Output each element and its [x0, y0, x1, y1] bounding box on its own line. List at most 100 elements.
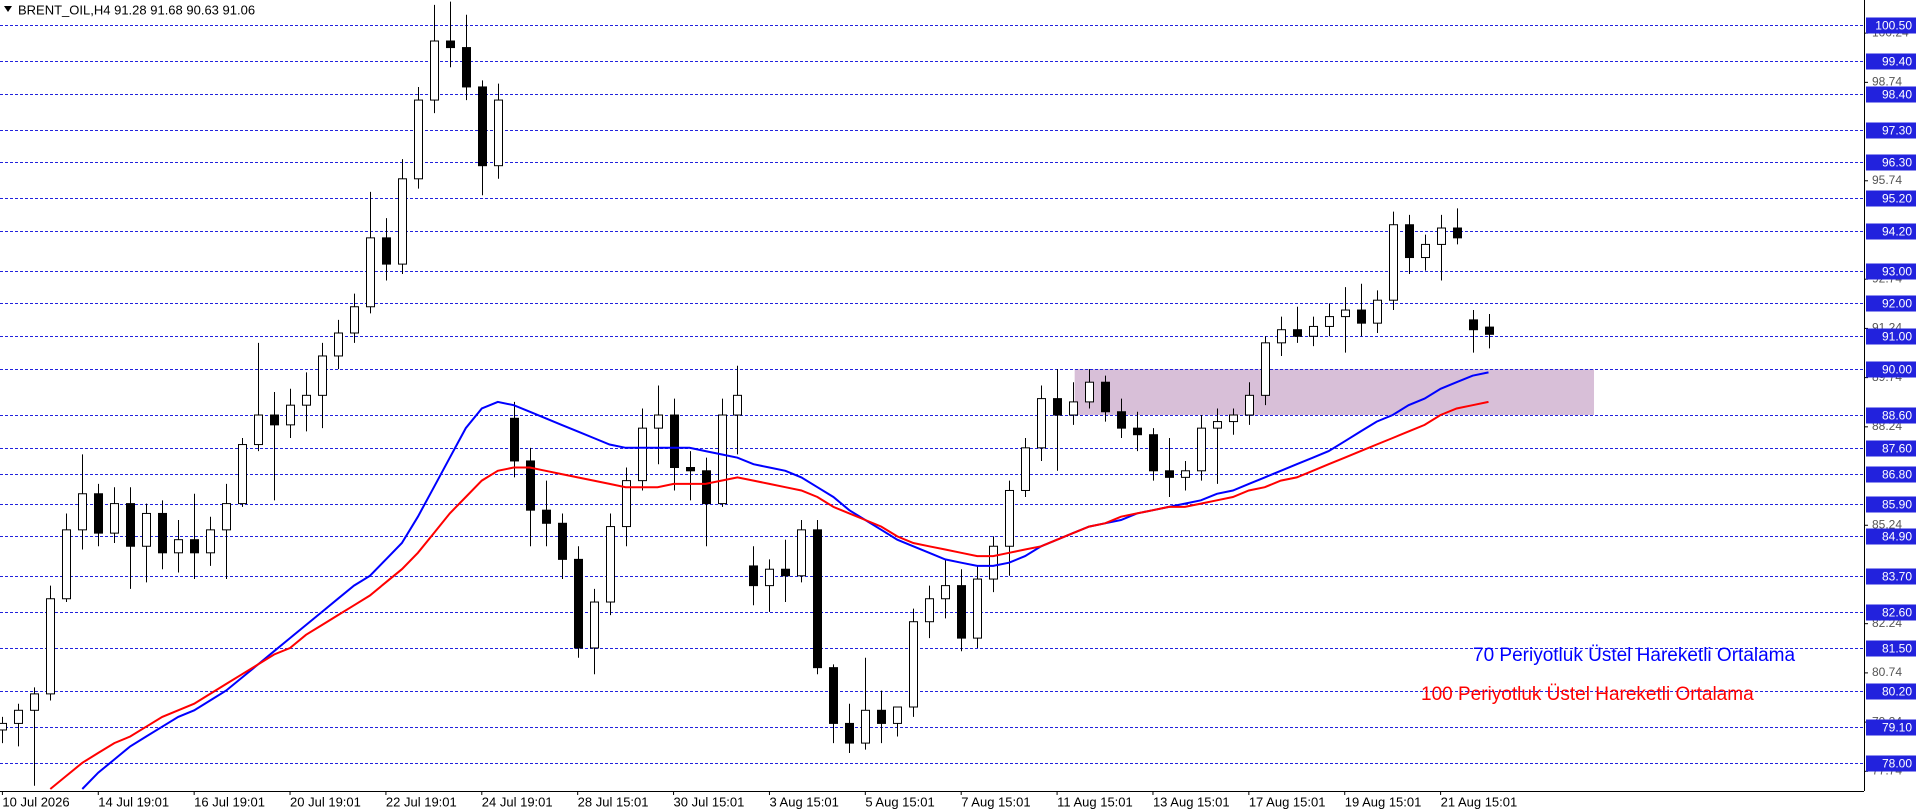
x-tick-label: 21 Aug 15:01	[1441, 794, 1518, 809]
x-tick-label: 7 Aug 15:01	[961, 794, 1030, 809]
candle-body	[190, 539, 199, 554]
candle-body	[238, 444, 247, 505]
candle-body	[254, 414, 263, 446]
candle-body	[558, 522, 567, 560]
candle-body	[1373, 299, 1382, 324]
candle-body	[126, 503, 135, 547]
candle-body	[1453, 227, 1462, 239]
candle-body	[654, 414, 663, 429]
level-label-box	[1866, 407, 1916, 424]
level-label-box	[1866, 328, 1916, 345]
level-label: 90.00	[1882, 363, 1912, 377]
candle-body	[174, 539, 183, 554]
candle-body	[542, 509, 551, 524]
candle-body	[398, 178, 407, 265]
candle-body	[733, 394, 742, 416]
ma-note: 70 Periyotluk Üstel Hareketli Ortalama	[1473, 645, 1795, 666]
x-tick-label: 3 Aug 15:01	[769, 794, 838, 809]
level-label-box	[1866, 17, 1916, 34]
level-label-box	[1866, 190, 1916, 207]
level-label: 97.30	[1882, 124, 1912, 138]
candle-body	[350, 306, 359, 334]
candle-body	[622, 480, 631, 528]
chart-title: BRENT_OIL,H4 91.28 91.68 90.63 91.06	[18, 2, 255, 17]
candle-body	[909, 621, 918, 708]
candle-body	[206, 529, 215, 554]
level-label-box	[1866, 719, 1916, 736]
candle-body	[1085, 381, 1094, 403]
x-tick-label: 30 Jul 15:01	[674, 794, 745, 809]
candle-body	[957, 585, 966, 639]
candle-body	[1149, 434, 1158, 472]
level-label-box	[1866, 223, 1916, 240]
level-label-box	[1866, 568, 1916, 585]
candle-body	[1405, 224, 1414, 259]
candle-body	[1117, 411, 1126, 429]
candle-body	[446, 40, 455, 49]
level-label: 87.60	[1882, 442, 1912, 456]
plot-area	[0, 1, 1864, 790]
y-tick-label: 80.74	[1872, 665, 1902, 679]
candle-body	[1341, 309, 1350, 318]
y-tick-label: 85.24	[1872, 517, 1902, 531]
candle-body	[1325, 316, 1334, 327]
candle-body	[813, 529, 822, 669]
candle-body	[973, 578, 982, 639]
level-label-box	[1866, 528, 1916, 545]
level-label: 83.70	[1882, 570, 1912, 584]
candle-body	[781, 568, 790, 577]
x-tick-label: 5 Aug 15:01	[865, 794, 934, 809]
level-label: 93.00	[1882, 265, 1912, 279]
x-tick-label: 24 Jul 19:01	[482, 794, 553, 809]
candle-body	[510, 417, 519, 462]
level-label: 84.90	[1882, 530, 1912, 544]
x-tick-label: 17 Aug 15:01	[1249, 794, 1326, 809]
x-tick-label: 16 Jul 19:01	[194, 794, 265, 809]
candle-body	[158, 512, 167, 554]
level-label: 78.00	[1882, 757, 1912, 771]
level-label: 88.60	[1882, 409, 1912, 423]
level-label: 98.40	[1882, 88, 1912, 102]
x-tick-label: 28 Jul 15:01	[578, 794, 649, 809]
candle-body	[1437, 227, 1446, 245]
candle-body	[414, 99, 423, 180]
candle-body	[590, 601, 599, 649]
candle-body	[1245, 394, 1254, 416]
y-tick-label: 95.74	[1872, 173, 1902, 187]
candle-body	[94, 493, 103, 534]
candle-body	[1197, 427, 1206, 472]
level-label-box	[1866, 295, 1916, 312]
candle-body	[845, 722, 854, 744]
candle-body	[110, 503, 119, 534]
candle-body	[718, 414, 727, 505]
level-label: 81.50	[1882, 642, 1912, 656]
candle-body	[1469, 319, 1478, 331]
candle-body	[606, 526, 615, 603]
candle-body	[893, 706, 902, 724]
candle-body	[1277, 329, 1286, 344]
level-label: 94.20	[1882, 225, 1912, 239]
candle-body	[30, 693, 39, 711]
candle-body	[270, 414, 279, 426]
y-tick-label: 98.74	[1872, 75, 1902, 89]
candle-body	[925, 598, 934, 623]
candle-body	[0, 722, 7, 731]
level-label: 95.20	[1882, 192, 1912, 206]
candle-body	[286, 404, 295, 426]
x-tick-label: 13 Aug 15:01	[1153, 794, 1230, 809]
candle-body	[478, 86, 487, 167]
level-label-box	[1866, 86, 1916, 103]
candle-body	[382, 237, 391, 265]
level-label-box	[1866, 440, 1916, 457]
candle-body	[797, 529, 806, 577]
zone	[1074, 369, 1595, 416]
candle-body	[1421, 243, 1430, 259]
level-label-box	[1866, 53, 1916, 70]
level-label-box	[1866, 604, 1916, 621]
candle-body	[1069, 401, 1078, 416]
candle-body	[749, 565, 758, 587]
candle-body	[989, 545, 998, 580]
candle-body	[1133, 427, 1142, 436]
candle-body	[1389, 224, 1398, 301]
candle-body	[494, 99, 503, 167]
